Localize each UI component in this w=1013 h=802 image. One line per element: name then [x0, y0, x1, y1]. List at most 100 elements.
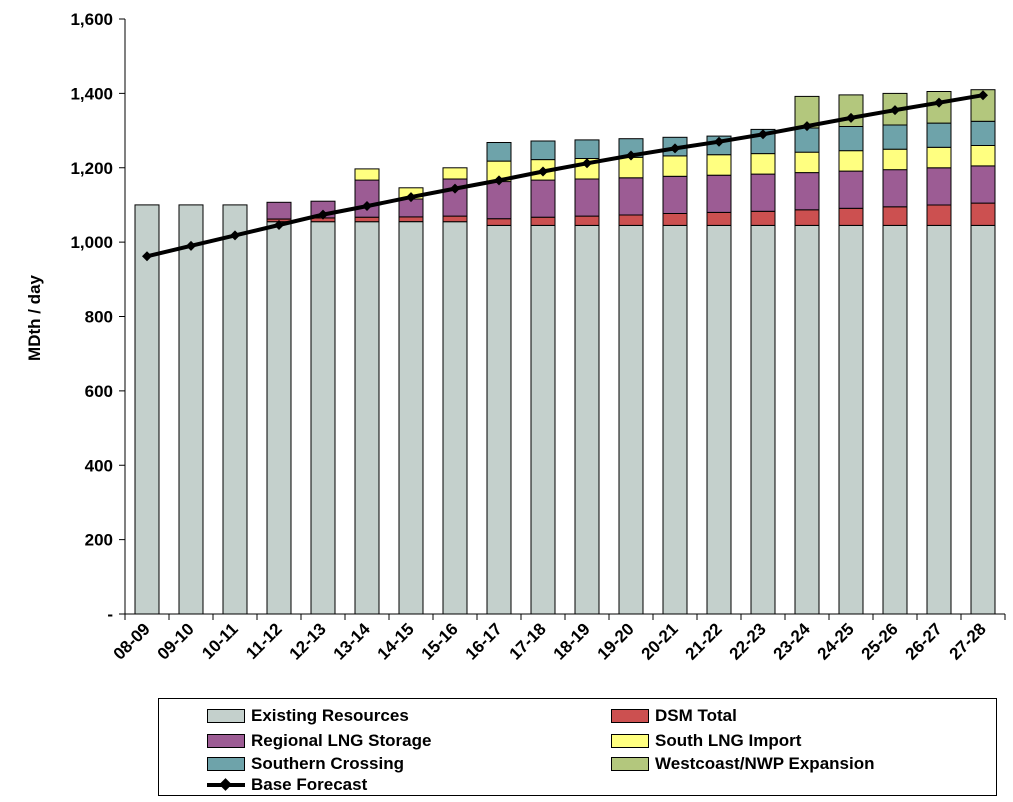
bar-segment-dsm-total — [487, 219, 511, 226]
bar-segment-south-lng-import — [443, 168, 467, 179]
bar-segment-existing-resources — [135, 205, 159, 614]
bar-segment-south-lng-import — [751, 154, 775, 175]
legend-swatch — [207, 757, 245, 771]
y-tick-label: 800 — [85, 308, 113, 327]
bar-segment-dsm-total — [575, 216, 599, 225]
legend-swatch — [207, 734, 245, 748]
bar-segment-dsm-total — [531, 217, 555, 225]
legend-item-base-forecast: Base Forecast — [207, 774, 367, 796]
bar-segment-regional-lng-storage — [707, 175, 731, 212]
bar-segment-south-lng-import — [795, 152, 819, 173]
bar-segment-dsm-total — [927, 205, 951, 226]
bar-segment-southern-crossing — [487, 143, 511, 162]
bar-segment-existing-resources — [267, 222, 291, 614]
bar-segment-existing-resources — [927, 225, 951, 614]
legend-label: Westcoast/NWP Expansion — [655, 754, 874, 774]
y-tick-label: 200 — [85, 531, 113, 550]
x-tick-label: 08-09 — [110, 619, 154, 663]
bar-segment-southern-crossing — [883, 125, 907, 149]
bar-segment-dsm-total — [399, 217, 423, 222]
bar-segment-existing-resources — [487, 225, 511, 614]
legend: Existing Resources DSM Total Regional LN… — [158, 698, 997, 796]
legend-swatch — [611, 757, 649, 771]
x-tick-label: 16-17 — [462, 619, 506, 663]
bar-segment-southern-crossing — [927, 123, 951, 147]
x-tick-label: 15-16 — [418, 619, 462, 663]
legend-label: South LNG Import — [655, 731, 801, 751]
bar-segment-regional-lng-storage — [531, 180, 555, 217]
bar-segment-southern-crossing — [795, 128, 819, 152]
bar-segment-existing-resources — [839, 225, 863, 614]
legend-item-existing-resources: Existing Resources — [207, 705, 409, 727]
bar-segment-existing-resources — [619, 225, 643, 614]
legend-item-south-lng-import: South LNG Import — [611, 730, 801, 752]
x-tick-label: 19-20 — [594, 619, 638, 663]
x-tick-label: 23-24 — [770, 619, 815, 664]
x-tick-label: 27-28 — [946, 619, 990, 663]
bar-segment-southern-crossing — [575, 140, 599, 159]
x-tick-label: 10-11 — [198, 619, 242, 663]
legend-item-southern-crossing: Southern Crossing — [207, 753, 404, 775]
bar-segment-existing-resources — [795, 225, 819, 614]
x-tick-label: 17-18 — [506, 619, 550, 663]
legend-swatch — [611, 709, 649, 723]
bar-segment-south-lng-import — [839, 151, 863, 172]
legend-item-dsm-total: DSM Total — [611, 705, 737, 727]
bar-segment-south-lng-import — [663, 156, 687, 177]
legend-label: Regional LNG Storage — [251, 731, 431, 751]
bar-segment-dsm-total — [751, 211, 775, 225]
bar-segment-dsm-total — [707, 212, 731, 225]
bar-segment-regional-lng-storage — [575, 179, 599, 216]
y-axis-label: MDth / day — [25, 274, 44, 360]
legend-item-westcoast-nwp-expansion: Westcoast/NWP Expansion — [611, 753, 874, 775]
bar-segment-regional-lng-storage — [971, 166, 995, 203]
bar-segment-southern-crossing — [971, 121, 995, 145]
bar-segment-dsm-total — [619, 215, 643, 225]
bar-segment-dsm-total — [839, 208, 863, 225]
bar-segment-regional-lng-storage — [355, 180, 379, 217]
bar-segment-existing-resources — [179, 205, 203, 614]
bar-segment-southern-crossing — [839, 127, 863, 151]
bar-segment-dsm-total — [795, 210, 819, 226]
bar-segment-dsm-total — [443, 216, 467, 222]
bar-segment-existing-resources — [575, 225, 599, 614]
bar-segment-existing-resources — [707, 225, 731, 614]
legend-item-regional-lng-storage: Regional LNG Storage — [207, 730, 431, 752]
bar-segment-dsm-total — [883, 207, 907, 226]
bar-segment-regional-lng-storage — [927, 168, 951, 205]
x-tick-label: 20-21 — [638, 619, 682, 663]
bar-segment-dsm-total — [663, 214, 687, 226]
x-tick-label: 12-13 — [286, 619, 330, 663]
legend-label: Southern Crossing — [251, 754, 404, 774]
bar-segment-regional-lng-storage — [795, 173, 819, 210]
bar-segment-south-lng-import — [971, 145, 995, 166]
y-tick-label: 1,600 — [70, 10, 113, 29]
bar-segment-southern-crossing — [531, 141, 555, 160]
bar-segment-existing-resources — [883, 225, 907, 614]
y-tick-label: 1,000 — [70, 233, 113, 252]
y-tick-label: 1,400 — [70, 84, 113, 103]
bar-segment-regional-lng-storage — [883, 170, 907, 207]
x-tick-label: 22-23 — [726, 619, 770, 663]
bar-segment-existing-resources — [531, 225, 555, 614]
chart-svg: - 200 400 600 800 1,000 1,200 1,400 1,600 08-09 09… — [0, 0, 1013, 700]
legend-line-marker — [207, 778, 245, 792]
bar-segment-regional-lng-storage — [663, 176, 687, 213]
bar-segment-regional-lng-storage — [751, 174, 775, 211]
bar-segment-regional-lng-storage — [267, 202, 291, 219]
bar-segment-existing-resources — [663, 225, 687, 614]
x-tick-label: 25-26 — [858, 619, 902, 663]
bar-segment-regional-lng-storage — [619, 178, 643, 215]
bar-segment-existing-resources — [223, 205, 247, 614]
bar-segment-south-lng-import — [707, 155, 731, 176]
x-tick-label: 14-15 — [374, 619, 418, 663]
y-tick-label: 1,200 — [70, 159, 113, 178]
x-tick-label: 18-19 — [550, 619, 594, 663]
legend-label: Base Forecast — [251, 775, 367, 795]
bar-segment-existing-resources — [399, 222, 423, 614]
bar-segment-existing-resources — [971, 225, 995, 614]
x-tick-label: 21-22 — [682, 619, 726, 663]
bar-segment-existing-resources — [751, 225, 775, 614]
x-tick-label: 13-14 — [330, 619, 375, 664]
legend-swatch — [207, 709, 245, 723]
